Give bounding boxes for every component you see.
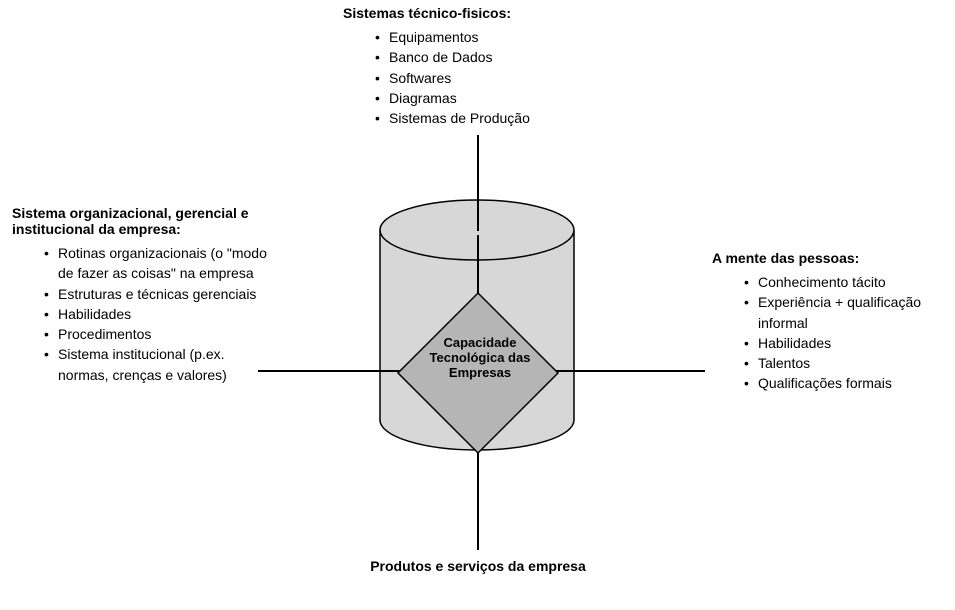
center-line: Tecnológica das — [415, 350, 545, 365]
list-item: Habilidades — [744, 333, 947, 353]
left-title: Sistema organizacional, gerencial e inst… — [12, 205, 272, 237]
bottom-title: Produtos e serviços da empresa — [368, 558, 588, 574]
list-item: Sistema institucional (p.ex. normas, cre… — [44, 344, 272, 385]
connector-line-mid-top — [477, 235, 479, 295]
list-item: Banco de Dados — [375, 47, 643, 67]
list-item: Qualificações formais — [744, 373, 947, 393]
center-label: Capacidade Tecnológica das Empresas — [415, 335, 545, 380]
center-line: Capacidade — [415, 335, 545, 350]
list-item: Habilidades — [44, 304, 272, 324]
list-item: Sistemas de Produção — [375, 108, 643, 128]
top-section: Sistemas técnico-fisicos: Equipamentos B… — [343, 5, 643, 128]
right-title: A mente das pessoas: — [712, 250, 947, 266]
center-line: Empresas — [415, 365, 545, 380]
left-list: Rotinas organizacionais (o "modo de faze… — [12, 243, 272, 385]
connector-line-top — [477, 135, 479, 231]
list-item: Estruturas e técnicas gerenciais — [44, 284, 272, 304]
connector-line-right — [575, 370, 705, 372]
list-item: Diagramas — [375, 88, 643, 108]
list-item: Softwares — [375, 68, 643, 88]
top-title: Sistemas técnico-fisicos: — [343, 5, 643, 21]
top-list: Equipamentos Banco de Dados Softwares Di… — [343, 27, 643, 128]
list-item: Rotinas organizacionais (o "modo de faze… — [44, 243, 272, 284]
connector-line-bottom — [477, 448, 479, 550]
left-section: Sistema organizacional, gerencial e inst… — [12, 205, 272, 385]
list-item: Procedimentos — [44, 324, 272, 344]
list-item: Conhecimento tácito — [744, 272, 947, 292]
list-item: Experiência + qualificação informal — [744, 292, 947, 333]
connector-line-left — [258, 370, 380, 372]
list-item: Equipamentos — [375, 27, 643, 47]
list-item: Talentos — [744, 353, 947, 373]
right-section: A mente das pessoas: Conhecimento tácito… — [712, 250, 947, 394]
right-list: Conhecimento tácito Experiência + qualif… — [712, 272, 947, 394]
